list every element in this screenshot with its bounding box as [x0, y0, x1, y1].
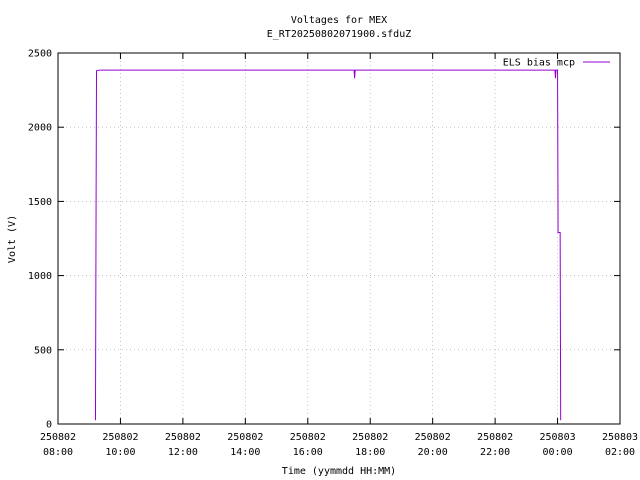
- chart-subtitle: E_RT20250802071900.sfduZ: [267, 29, 412, 40]
- plot-border: [57, 52, 621, 425]
- x-tick-label: 250803 02:00: [602, 432, 638, 458]
- x-tick-label: 250802 14:00: [227, 432, 263, 458]
- x-tick-label: 250802 08:00: [40, 432, 76, 458]
- y-tick-label: 0: [46, 420, 52, 431]
- data-line: [94, 69, 562, 421]
- x-tick-label: 250802 16:00: [290, 432, 326, 458]
- y-tick-label: 2000: [28, 123, 52, 134]
- y-tick-label: 1500: [28, 197, 52, 208]
- x-tick-label: 250803 00:00: [539, 432, 575, 458]
- x-tick-label: 250802 22:00: [477, 432, 513, 458]
- x-tick-label: 250802 20:00: [415, 432, 451, 458]
- y-tick-label: 2500: [28, 49, 52, 60]
- chart-title: Voltages for MEX: [291, 15, 387, 26]
- x-tick-label: 250802 12:00: [165, 432, 201, 458]
- y-axis-label: Volt (V): [7, 215, 18, 263]
- x-axis-label: Time (yymmdd HH:MM): [282, 466, 396, 477]
- x-tick-label: 250802 10:00: [102, 432, 138, 458]
- y-tick-label: 500: [34, 345, 52, 356]
- x-tick-label: 250802 18:00: [352, 432, 388, 458]
- y-tick-label: 1000: [28, 271, 52, 282]
- legend-label: ELS bias mcp: [503, 58, 575, 69]
